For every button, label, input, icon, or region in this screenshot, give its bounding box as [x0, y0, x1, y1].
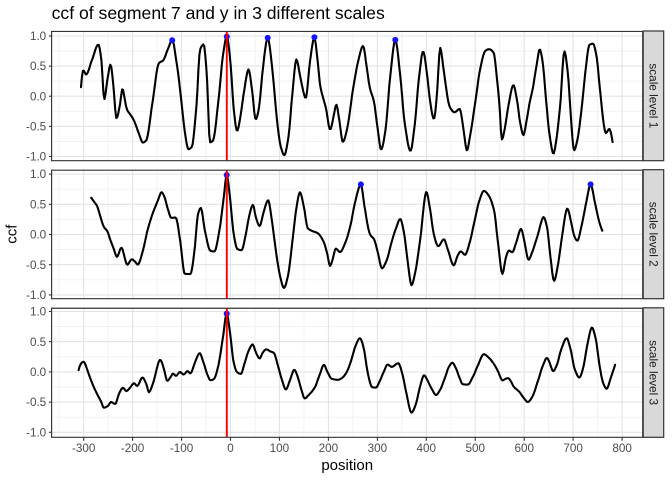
svg-text:100: 100	[270, 442, 290, 455]
svg-text:200: 200	[319, 442, 339, 455]
svg-text:500: 500	[465, 442, 485, 455]
svg-text:300: 300	[368, 442, 388, 455]
svg-text:-0.5: -0.5	[26, 120, 47, 133]
svg-text:scale level 2: scale level 2	[646, 202, 660, 267]
svg-text:800: 800	[612, 442, 632, 455]
svg-text:-1.0: -1.0	[26, 289, 47, 302]
svg-text:scale level 3: scale level 3	[646, 340, 660, 405]
svg-text:0: 0	[227, 442, 234, 455]
svg-text:-300: -300	[72, 442, 96, 455]
svg-text:-0.5: -0.5	[26, 259, 47, 272]
svg-text:scale level 1: scale level 1	[646, 63, 660, 128]
svg-text:position: position	[321, 457, 373, 474]
svg-text:400: 400	[417, 442, 437, 455]
svg-text:0.5: 0.5	[30, 336, 47, 349]
svg-text:0.0: 0.0	[30, 366, 47, 379]
svg-text:-100: -100	[170, 442, 194, 455]
svg-text:1.0: 1.0	[30, 30, 47, 43]
svg-text:0.0: 0.0	[30, 229, 47, 242]
svg-text:1.0: 1.0	[30, 168, 47, 181]
svg-text:-200: -200	[121, 442, 145, 455]
svg-text:600: 600	[514, 442, 534, 455]
svg-text:ccf: ccf	[4, 224, 21, 244]
svg-text:-1.0: -1.0	[26, 426, 47, 439]
svg-text:1.0: 1.0	[30, 306, 47, 319]
svg-text:0.5: 0.5	[30, 60, 47, 73]
svg-text:-0.5: -0.5	[26, 396, 47, 409]
svg-text:700: 700	[563, 442, 583, 455]
svg-text:0.5: 0.5	[30, 198, 47, 211]
svg-text:-1.0: -1.0	[26, 151, 47, 164]
svg-text:ccf of segment 7 and y in 3 di: ccf of segment 7 and y in 3 different sc…	[52, 3, 385, 23]
svg-text:0.0: 0.0	[30, 90, 47, 103]
